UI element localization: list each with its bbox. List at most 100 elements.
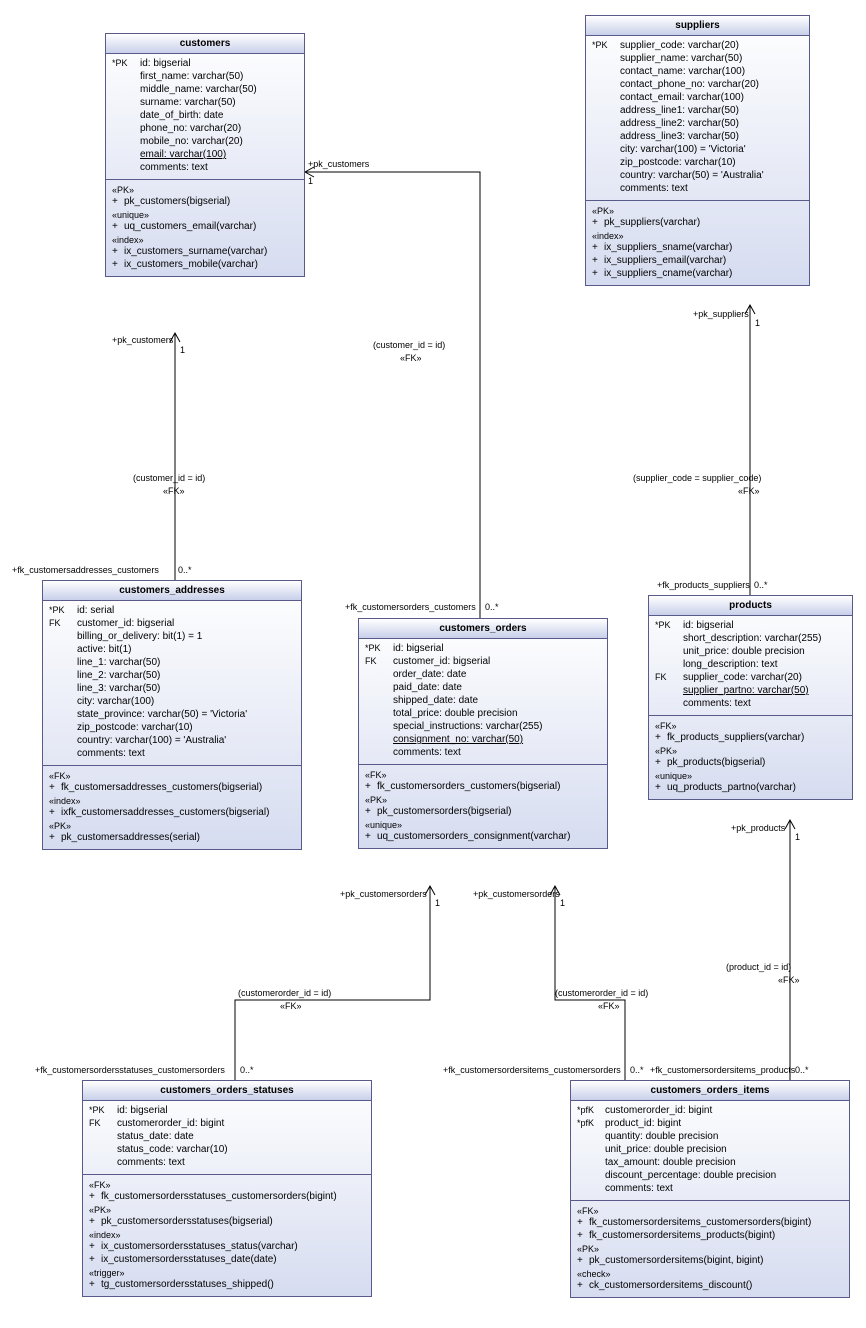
attr-prefix: *PK [592, 39, 620, 52]
attribute-row: comments: text [365, 746, 601, 759]
attr-field: supplier_partno: varchar(50) [683, 684, 846, 697]
visibility-icon: + [112, 195, 124, 208]
attr-prefix [112, 83, 140, 96]
attributes-section: *PKid: bigserialshort_description: varch… [649, 616, 852, 716]
attr-field: tax_amount: double precision [605, 1156, 843, 1169]
visibility-icon: + [89, 1240, 101, 1253]
attr-prefix: FK [655, 671, 683, 684]
attr-field: email: varchar(100) [140, 148, 298, 161]
attribute-row: country: varchar(100) = 'Australia' [49, 734, 295, 747]
visibility-icon: + [655, 781, 667, 794]
attribute-row: *PKid: serial [49, 604, 295, 617]
operation-row: +fk_customersordersstatuses_customersord… [89, 1190, 365, 1203]
visibility-icon: + [577, 1279, 589, 1292]
visibility-icon: + [577, 1216, 589, 1229]
attr-field: middle_name: varchar(50) [140, 83, 298, 96]
attribute-row: email: varchar(100) [112, 148, 298, 161]
stereotype-label: «FK» [655, 721, 846, 731]
operation-field: pk_customersaddresses(serial) [61, 831, 295, 844]
visibility-icon: + [112, 245, 124, 258]
attribute-row: country: varchar(50) = 'Australia' [592, 169, 803, 182]
connector-label: 1 [308, 176, 313, 186]
attribute-row: phone_no: varchar(20) [112, 122, 298, 135]
entity-title: suppliers [586, 16, 809, 36]
attr-prefix: *PK [112, 57, 140, 70]
attr-field: id: bigserial [393, 642, 601, 655]
attr-field: consignment_no: varchar(50) [393, 733, 601, 746]
stereotype-label: «PK» [365, 795, 601, 805]
operation-field: pk_customersorders(bigserial) [377, 805, 601, 818]
attribute-row: contact_name: varchar(100) [592, 65, 803, 78]
attr-field: city: varchar(100) = 'Victoria' [620, 143, 803, 156]
visibility-icon: + [112, 258, 124, 271]
connector-label: (customerorder_id = id) [555, 988, 648, 998]
attr-field: active: bit(1) [77, 643, 295, 656]
operations-section: «FK»+fk_customersorders_customers(bigser… [359, 765, 607, 848]
operation-field: ixfk_customersaddresses_customers(bigser… [61, 806, 295, 819]
attr-field: first_name: varchar(50) [140, 70, 298, 83]
connector-label: +pk_suppliers [693, 309, 749, 319]
entity-suppliers: suppliers*PKsupplier_code: varchar(20)su… [585, 15, 810, 286]
attr-prefix [655, 658, 683, 671]
operations-section: «PK»+pk_suppliers(varchar)«index»+ix_sup… [586, 201, 809, 285]
visibility-icon: + [89, 1253, 101, 1266]
attr-prefix: *PK [655, 619, 683, 632]
connector-label: (product_id = id) [726, 962, 791, 972]
operation-row: +ixfk_customersaddresses_customers(bigse… [49, 806, 295, 819]
attributes-section: *PKsupplier_code: varchar(20)supplier_na… [586, 36, 809, 201]
connector-label: 0..* [178, 565, 192, 575]
stereotype-label: «FK» [365, 770, 601, 780]
stereotype-label: «PK» [592, 206, 803, 216]
attr-prefix [49, 630, 77, 643]
attr-prefix [592, 156, 620, 169]
attr-prefix [49, 695, 77, 708]
stereotype-label: «FK» [49, 771, 295, 781]
attr-field: short_description: varchar(255) [683, 632, 846, 645]
attr-field: order_date: date [393, 668, 601, 681]
stereotype-label: «check» [577, 1269, 843, 1279]
stereotype-label: «FK» [577, 1206, 843, 1216]
connector-label: «FK» [738, 486, 760, 496]
attribute-row: status_date: date [89, 1130, 365, 1143]
attribute-row: *PKid: bigserial [365, 642, 601, 655]
attribute-row: special_instructions: varchar(255) [365, 720, 601, 733]
visibility-icon: + [49, 831, 61, 844]
attr-prefix [89, 1156, 117, 1169]
attr-prefix [577, 1156, 605, 1169]
attr-field: quantity: double precision [605, 1130, 843, 1143]
attr-prefix [49, 721, 77, 734]
operation-field: uq_customersorders_consignment(varchar) [377, 830, 601, 843]
attr-field: id: serial [77, 604, 295, 617]
attr-field: unit_price: double precision [605, 1143, 843, 1156]
attribute-row: *PKid: bigserial [89, 1104, 365, 1117]
operation-field: fk_customersordersitems_customersorders(… [589, 1216, 843, 1229]
attr-prefix [592, 143, 620, 156]
operation-row: +fk_customersaddresses_customers(bigseri… [49, 781, 295, 794]
attr-prefix [112, 122, 140, 135]
attr-field: unit_price: double precision [683, 645, 846, 658]
attr-field: status_date: date [117, 1130, 365, 1143]
attribute-row: tax_amount: double precision [577, 1156, 843, 1169]
operations-section: «FK»+fk_customersordersstatuses_customer… [83, 1175, 371, 1296]
operation-field: fk_products_suppliers(varchar) [667, 731, 846, 744]
attr-prefix: *PK [49, 604, 77, 617]
attr-field: status_code: varchar(10) [117, 1143, 365, 1156]
attribute-row: *pfKcustomerorder_id: bigint [577, 1104, 843, 1117]
attr-prefix [365, 746, 393, 759]
attr-field: customerorder_id: bigint [605, 1104, 843, 1117]
attribute-row: short_description: varchar(255) [655, 632, 846, 645]
attr-field: zip_postcode: varchar(10) [620, 156, 803, 169]
connector-label: 0..* [754, 580, 768, 590]
operation-row: +ix_customersordersstatuses_status(varch… [89, 1240, 365, 1253]
connector-label: «FK» [778, 975, 800, 985]
visibility-icon: + [577, 1254, 589, 1267]
attr-prefix [577, 1143, 605, 1156]
attribute-row: paid_date: date [365, 681, 601, 694]
entity-title: customers_orders [359, 619, 607, 639]
visibility-icon: + [592, 241, 604, 254]
operation-row: +pk_customersaddresses(serial) [49, 831, 295, 844]
operation-field: ck_customersordersitems_discount() [589, 1279, 843, 1292]
operation-row: +ix_suppliers_email(varchar) [592, 254, 803, 267]
attr-prefix [655, 684, 683, 697]
attr-field: id: bigserial [683, 619, 846, 632]
